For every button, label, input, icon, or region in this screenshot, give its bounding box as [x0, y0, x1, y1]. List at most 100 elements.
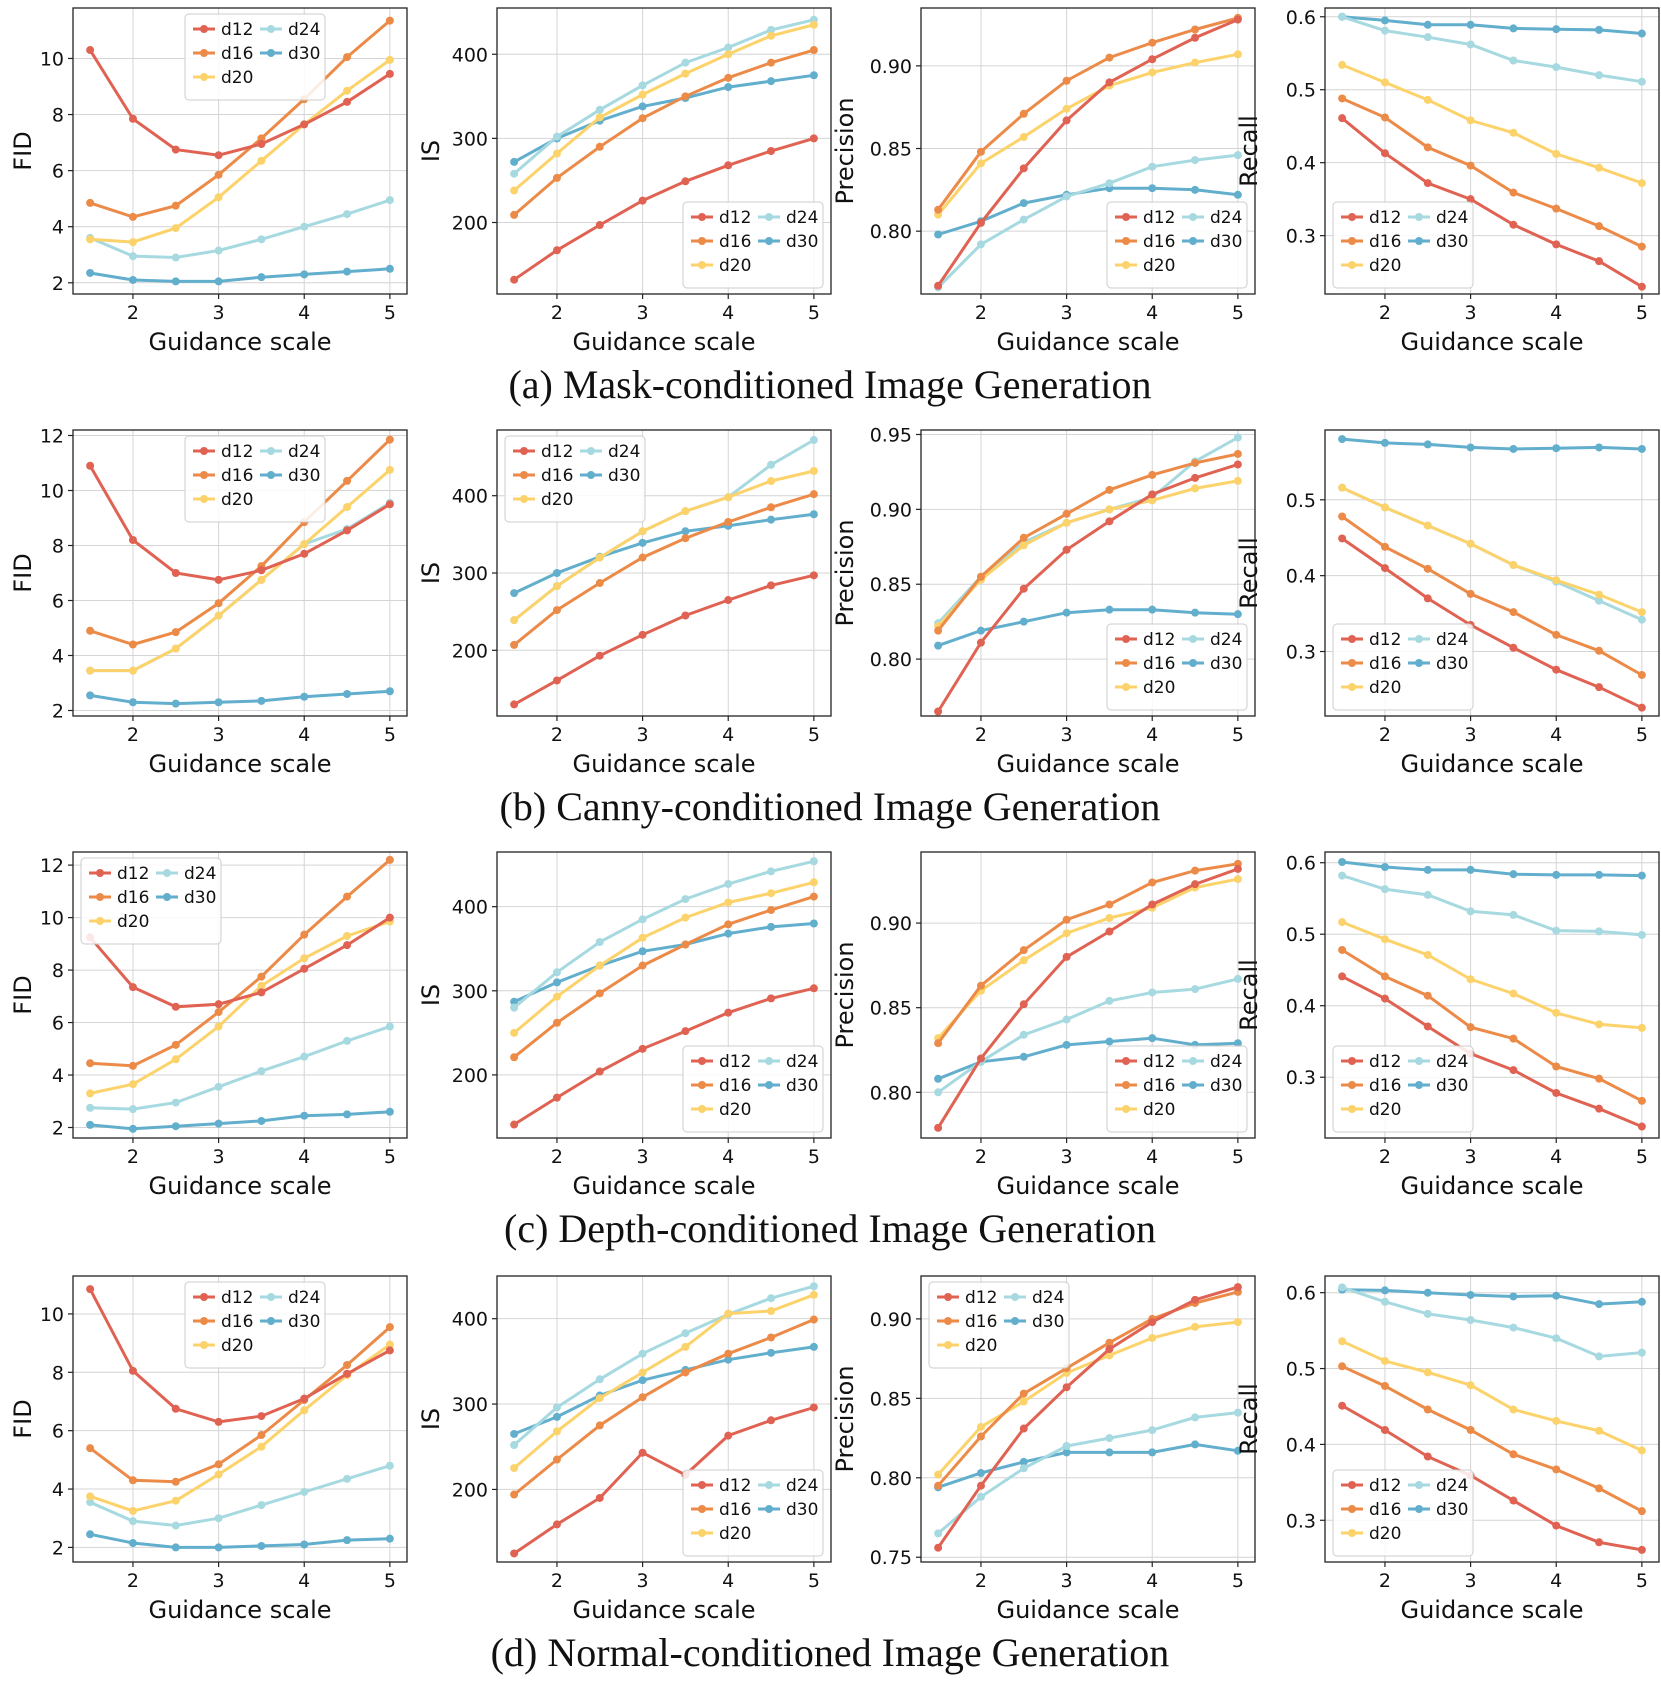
data-point-d16 [86, 626, 95, 635]
data-point-d30 [934, 230, 943, 239]
data-point-d12 [86, 46, 95, 55]
y-tick-label: 0.5 [1286, 1359, 1316, 1381]
data-point-d24 [214, 1082, 223, 1091]
y-tick-label: 10 [40, 481, 64, 503]
legend-marker-d12 [698, 213, 706, 221]
y-tick-label: 0.90 [870, 499, 912, 521]
y-tick-label: 12 [40, 426, 64, 448]
legend-marker-d16 [96, 893, 104, 901]
y-tick-label: 0.80 [870, 1082, 912, 1104]
legend-label-d30: d30 [1210, 654, 1242, 674]
series-line-d12 [88, 916, 391, 1009]
data-point-d30 [1233, 610, 1242, 619]
legend-label-d16: d16 [1143, 232, 1175, 252]
data-point-d30 [681, 527, 690, 536]
y-tick-label: 400 [452, 44, 488, 66]
series-line-d30 [937, 608, 1238, 648]
series-line-d30 [513, 922, 815, 1004]
legend-label-d30: d30 [184, 888, 216, 908]
y-tick-label: 8 [52, 960, 64, 982]
legend-marker-d24 [1011, 1293, 1019, 1301]
legend: d12 d24 d16 d30 d20 [1106, 1045, 1248, 1133]
data-point-d20 [767, 889, 776, 898]
y-tick-label: 0.5 [1286, 490, 1316, 512]
legend-label-d24: d24 [1436, 1052, 1468, 1072]
y-tick-label: 0.5 [1286, 924, 1316, 946]
data-point-d20 [86, 1492, 95, 1501]
x-tick-label: 4 [1146, 1570, 1158, 1592]
series-line-d16 [936, 862, 1239, 1045]
data-point-d24 [1062, 192, 1071, 201]
data-point-d20 [934, 1470, 943, 1479]
data-point-d20 [1148, 68, 1157, 77]
data-point-d24 [1148, 988, 1157, 997]
legend-marker-d24 [1189, 213, 1197, 221]
data-point-d16 [385, 16, 394, 25]
legend-label-d30: d30 [786, 1076, 818, 1096]
data-point-d16 [681, 534, 690, 543]
data-point-d12 [976, 638, 985, 647]
data-point-d12 [934, 707, 943, 716]
data-point-d20 [1423, 950, 1432, 959]
data-point-d16 [767, 906, 776, 915]
legend-marker-d16 [1122, 659, 1130, 667]
data-point-d20 [724, 898, 733, 907]
data-point-d20 [638, 933, 647, 942]
data-point-d24 [385, 1022, 394, 1031]
legend-label-d30: d30 [1032, 1312, 1064, 1332]
data-point-d30 [552, 1412, 561, 1421]
data-point-d20 [300, 540, 309, 549]
data-point-d16 [934, 1481, 943, 1490]
data-point-d30 [343, 267, 352, 276]
legend-label-d16: d16 [1369, 1500, 1401, 1520]
row-caption: (d) Normal-conditioned Image Generation [491, 1630, 1170, 1675]
legend-label-d30: d30 [288, 44, 320, 64]
data-point-d30 [385, 1534, 394, 1543]
data-point-d16 [1191, 458, 1200, 467]
data-point-d24 [1380, 885, 1389, 894]
data-point-d12 [300, 120, 309, 129]
data-point-d12 [1019, 1000, 1028, 1009]
legend: d12 d24 d16 d30 d20 [682, 1045, 824, 1133]
x-tick-label: 2 [975, 724, 987, 746]
legend-label-d16: d16 [221, 44, 253, 64]
data-point-d20 [1105, 505, 1114, 514]
axes-frame [1324, 851, 1660, 1139]
data-point-d16 [552, 606, 561, 615]
data-point-d16 [1552, 1465, 1561, 1474]
data-point-d24 [86, 1498, 95, 1507]
series-line-d20 [90, 58, 391, 244]
y-tick-label: 10 [40, 48, 64, 70]
data-point-d16 [638, 1393, 647, 1402]
x-tick-label: 5 [1232, 1146, 1244, 1168]
y-tick-label: 4 [52, 1065, 64, 1087]
axes-frame [920, 429, 1256, 717]
y-tick-label: 8 [52, 1362, 64, 1384]
data-point-d24 [385, 1461, 394, 1470]
data-point-d16 [214, 170, 223, 179]
data-point-d12 [1233, 864, 1242, 873]
data-point-d20 [552, 582, 561, 591]
row-caption: (b) Canny-conditioned Image Generation [500, 784, 1161, 829]
data-point-d30 [976, 626, 985, 635]
x-tick-label: 3 [1465, 302, 1477, 324]
data-point-d12 [1191, 1295, 1200, 1304]
data-point-d12 [385, 69, 394, 78]
data-point-d24 [681, 895, 690, 904]
data-point-d30 [128, 275, 137, 284]
legend-label-d20: d20 [221, 490, 253, 510]
x-axis-label: Guidance scale [148, 750, 331, 778]
data-point-d12 [257, 139, 266, 148]
data-point-d20 [171, 224, 180, 233]
data-point-d16 [638, 114, 647, 123]
legend-label-d20: d20 [965, 1336, 997, 1356]
y-tick-label: 0.75 [870, 1547, 912, 1569]
data-point-d16 [809, 46, 818, 55]
x-axis-label: Guidance scale [996, 328, 1179, 356]
data-point-d12 [86, 1285, 95, 1294]
legend-label-d16: d16 [719, 232, 751, 252]
legend-marker-d24 [1415, 635, 1423, 643]
series-line-d16 [513, 492, 815, 647]
data-point-d12 [552, 1093, 561, 1102]
